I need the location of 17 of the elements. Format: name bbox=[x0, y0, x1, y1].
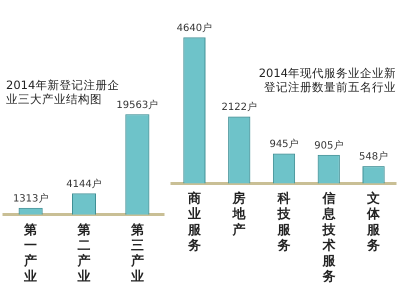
x-tick-label: 第二产业 bbox=[76, 222, 90, 285]
x-tick-label: 文体服务 bbox=[366, 190, 382, 254]
x-tick-label: 科技服务 bbox=[276, 192, 292, 254]
x-tick-label: 商业服务 bbox=[186, 190, 202, 254]
data-label: 19563户 bbox=[116, 98, 158, 111]
x-tick-label: 房地产 bbox=[232, 190, 247, 238]
data-label: 548户 bbox=[359, 150, 388, 163]
x-tick-label: 第三产业 bbox=[130, 222, 144, 285]
data-label: 905户 bbox=[314, 140, 344, 152]
x-tick-label: 信息技术服务 bbox=[321, 192, 336, 285]
data-label: 945户 bbox=[269, 138, 299, 150]
data-label: 4144户 bbox=[66, 178, 102, 190]
data-label: 2122户 bbox=[221, 101, 257, 114]
data-label: 4640户 bbox=[176, 22, 212, 34]
data-label: 1313户 bbox=[12, 192, 48, 204]
text: 2014年现代服务业企业新登记注册数量前五名行业 bbox=[258, 66, 396, 94]
x-tick-label: 第一产业 bbox=[23, 222, 38, 285]
